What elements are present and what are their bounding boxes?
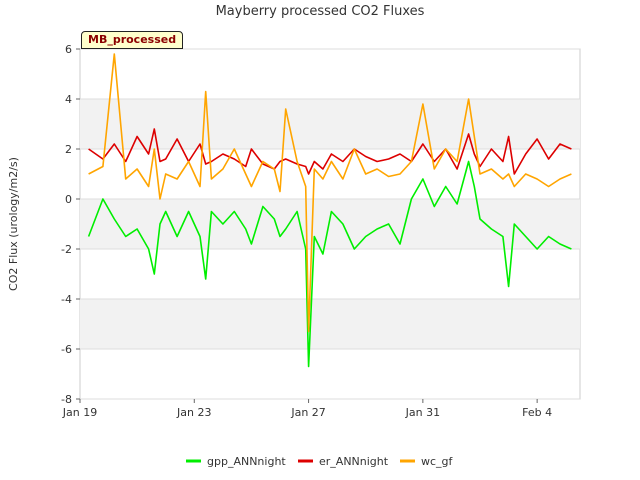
y-tick-label: 2 (65, 143, 72, 156)
plot-band (80, 199, 580, 249)
y-tick-label: 4 (65, 93, 72, 106)
x-tick-label: Jan 31 (405, 406, 440, 419)
series-line-er_ANNnight (88, 128, 572, 175)
chart-title: Mayberry processed CO2 Fluxes (216, 4, 425, 19)
y-axis: -8 -6 -4 -2 0 2 4 6 (61, 43, 80, 406)
legend: gpp_ANNnight er_ANNnight wc_gf (186, 455, 454, 468)
y-tick-label: -4 (61, 293, 72, 306)
plot-band (80, 99, 580, 149)
gridlines (80, 48, 580, 400)
y-tick-label: 6 (65, 43, 72, 56)
series-line-gpp_ANNnight (87, 160, 572, 368)
y-tick-label: -2 (61, 243, 72, 256)
y-axis-label: CO2 Flux (urology/m2/s) (7, 157, 20, 291)
plot-bands (79, 48, 581, 400)
x-tick-label: Feb 4 (522, 406, 552, 419)
processed-badge: MB_processed (81, 31, 184, 49)
x-axis: Jan 19 Jan 23 Jan 27 Jan 31 Feb 4 (62, 399, 552, 419)
x-tick-label: Jan 27 (290, 406, 325, 419)
legend-label: gpp_ANNnight (207, 455, 286, 468)
x-tick-label: Jan 19 (62, 406, 97, 419)
series-line-wc_gf (88, 53, 572, 333)
y-tick-label: 0 (65, 193, 72, 206)
plot-band (80, 299, 580, 349)
legend-label: wc_gf (421, 455, 454, 468)
y-tick-label: -6 (61, 343, 72, 356)
series-layer (87, 53, 572, 368)
legend-label: er_ANNnight (319, 455, 389, 468)
y-tick-label: -8 (61, 393, 72, 406)
x-tick-label: Jan 23 (176, 406, 211, 419)
